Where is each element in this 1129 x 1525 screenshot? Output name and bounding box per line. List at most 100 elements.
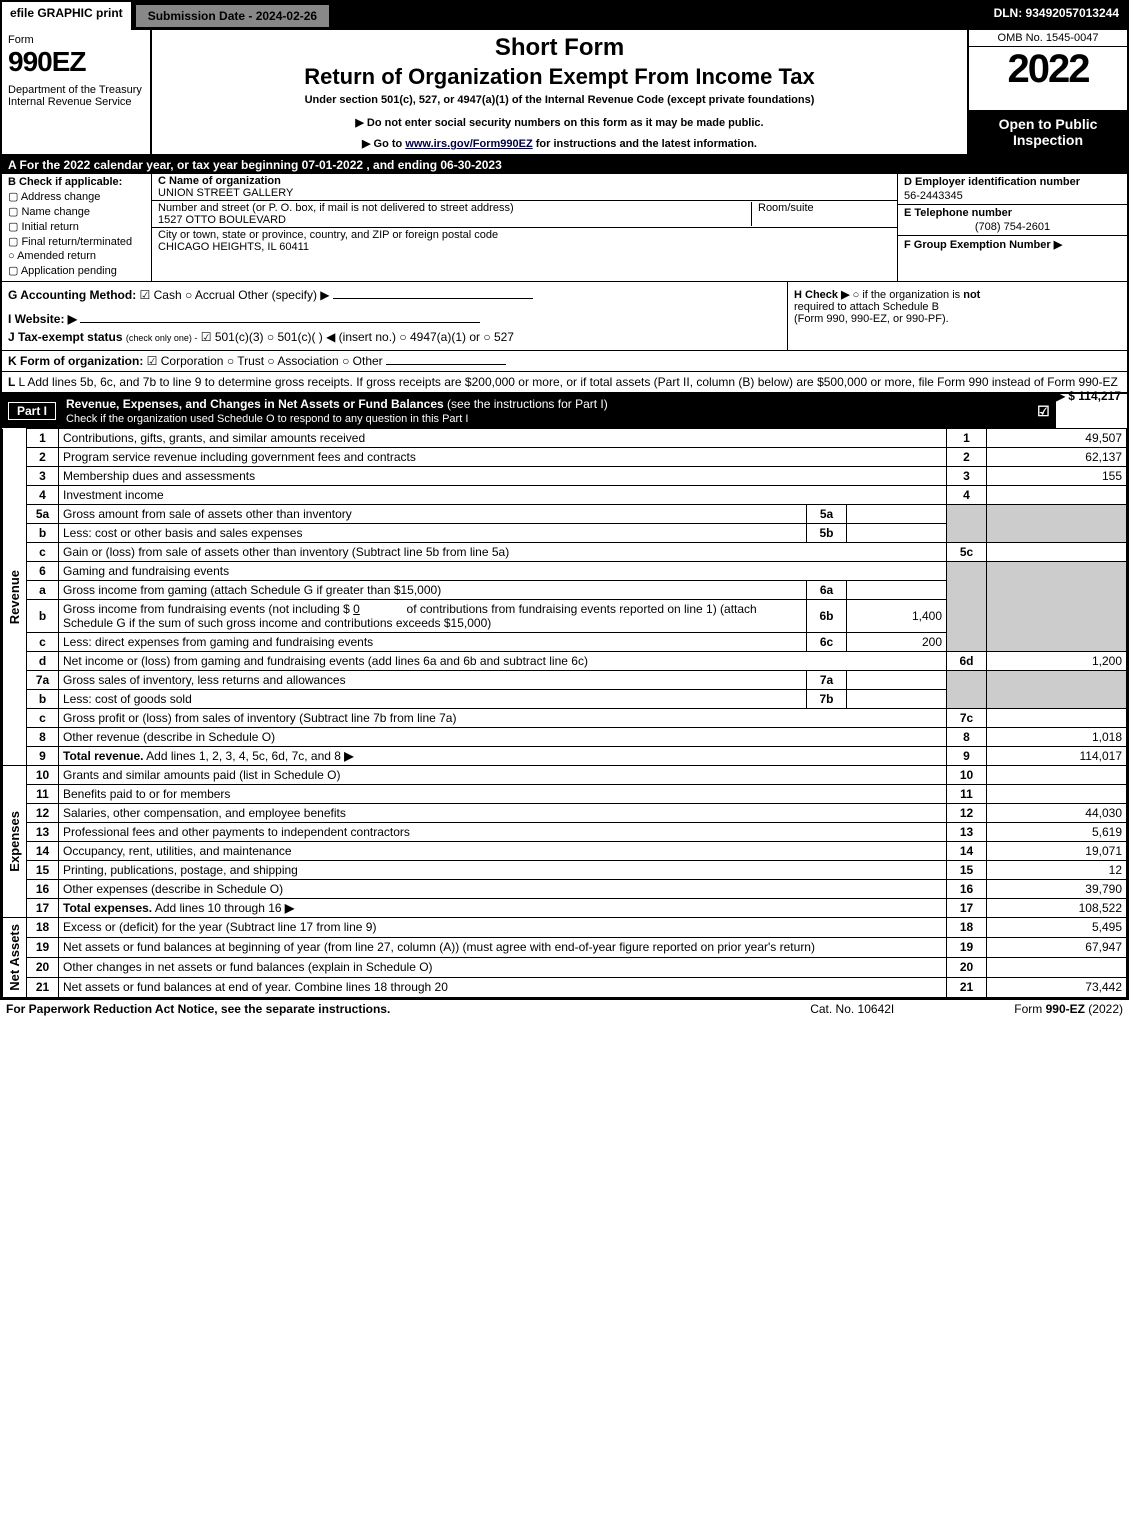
table-row: 12Salaries, other compensation, and empl… bbox=[3, 804, 1127, 823]
arrow-icon bbox=[341, 749, 354, 763]
open-inspection-badge: Open to Public Inspection bbox=[969, 110, 1127, 154]
table-row: 11Benefits paid to or for members11 bbox=[3, 785, 1127, 804]
table-row: 8 Other revenue (describe in Schedule O)… bbox=[3, 728, 1127, 747]
chk-trust[interactable]: Trust bbox=[227, 354, 264, 368]
chk-amended-return[interactable]: Amended return bbox=[8, 250, 96, 262]
ein-label: D Employer identification number bbox=[898, 175, 1127, 189]
other-org-blank[interactable] bbox=[386, 364, 506, 365]
column-c: C Name of organization UNION STREET GALL… bbox=[152, 174, 897, 281]
chk-4947[interactable]: 4947(a)(1) or bbox=[399, 330, 480, 344]
form-header: Form 990EZ Department of the Treasury In… bbox=[2, 30, 1127, 156]
table-row: d Net income or (loss) from gaming and f… bbox=[3, 652, 1127, 671]
chk-527[interactable]: 527 bbox=[483, 330, 514, 344]
table-row: 7a Gross sales of inventory, less return… bbox=[3, 671, 1127, 690]
website-blank[interactable] bbox=[80, 322, 480, 323]
chk-501c[interactable]: 501(c)( ) ◀ (insert no.) bbox=[267, 330, 396, 344]
h-text2: required to attach Schedule B bbox=[794, 301, 939, 313]
department-label: Department of the Treasury Internal Reve… bbox=[8, 84, 144, 108]
catalog-number: Cat. No. 10642I bbox=[810, 1002, 894, 1016]
form-container: efile GRAPHIC print Submission Date - 20… bbox=[0, 0, 1129, 1000]
h-section: H Check ▶ if the organization is not req… bbox=[787, 282, 1127, 350]
table-row: 21Net assets or fund balances at end of … bbox=[3, 977, 1127, 997]
table-row: 3 Membership dues and assessments 3 155 bbox=[3, 467, 1127, 486]
telephone-label: E Telephone number bbox=[898, 206, 1127, 220]
table-row: 15Printing, publications, postage, and s… bbox=[3, 861, 1127, 880]
table-row: 2 Program service revenue including gove… bbox=[3, 448, 1127, 467]
table-row: 19Net assets or fund balances at beginni… bbox=[3, 937, 1127, 957]
table-row: 4 Investment income 4 bbox=[3, 486, 1127, 505]
table-row: 17Total expenses. Add lines 10 through 1… bbox=[3, 899, 1127, 918]
short-form-title: Short Form bbox=[160, 34, 959, 62]
table-row: Expenses 10 Grants and similar amounts p… bbox=[3, 766, 1127, 785]
ssn-warning: ▶ Do not enter social security numbers o… bbox=[160, 116, 959, 129]
section-bcdef: B Check if applicable: Address change Na… bbox=[2, 174, 1127, 282]
table-row: c Gain or (loss) from sale of assets oth… bbox=[3, 543, 1127, 562]
header-right: OMB No. 1545-0047 2022 Open to Public In… bbox=[967, 30, 1127, 154]
l-amount: ▶ $ 114,217 bbox=[1056, 389, 1121, 403]
chk-association[interactable]: Association bbox=[267, 354, 338, 368]
other-specify-blank[interactable] bbox=[333, 298, 533, 299]
section-ghij: G Accounting Method: Cash Accrual Other … bbox=[2, 282, 1127, 351]
table-row: 6 Gaming and fundraising events bbox=[3, 562, 1127, 581]
netassets-section-label: Net Assets bbox=[7, 920, 22, 995]
h-text3: (Form 990, 990-EZ, or 990-PF). bbox=[794, 313, 949, 325]
part1-check-text: Check if the organization used Schedule … bbox=[66, 413, 468, 425]
chk-corporation[interactable]: Corporation bbox=[147, 354, 224, 368]
street-label: Number and street (or P. O. box, if mail… bbox=[158, 202, 751, 214]
expenses-section-label: Expenses bbox=[7, 807, 22, 876]
omb-number: OMB No. 1545-0047 bbox=[969, 30, 1127, 47]
irs-link[interactable]: www.irs.gov/Form990EZ bbox=[405, 138, 532, 150]
dln-number: DLN: 93492057013244 bbox=[986, 2, 1127, 30]
part1-label: Part I bbox=[8, 402, 56, 420]
h-label: H Check ▶ bbox=[794, 289, 850, 301]
part1-sub: (see the instructions for Part I) bbox=[447, 397, 608, 411]
header-left: Form 990EZ Department of the Treasury In… bbox=[2, 30, 152, 154]
form-number: 990EZ bbox=[8, 46, 144, 78]
chk-address-change[interactable]: Address change bbox=[8, 190, 145, 203]
column-def: D Employer identification number 56-2443… bbox=[897, 174, 1127, 281]
chk-initial-return[interactable]: Initial return bbox=[8, 220, 145, 233]
row-l: L L Add lines 5b, 6c, and 7b to line 9 t… bbox=[2, 372, 1127, 394]
page-footer: For Paperwork Reduction Act Notice, see … bbox=[0, 1000, 1129, 1018]
telephone-value: (708) 754-2601 bbox=[898, 220, 1127, 234]
table-row: 20Other changes in net assets or fund ba… bbox=[3, 957, 1127, 977]
table-row: 16Other expenses (describe in Schedule O… bbox=[3, 880, 1127, 899]
table-row: 9 Total revenue. Add lines 1, 2, 3, 4, 5… bbox=[3, 747, 1127, 766]
table-row: 14Occupancy, rent, utilities, and mainte… bbox=[3, 842, 1127, 861]
top-bar: efile GRAPHIC print Submission Date - 20… bbox=[2, 2, 1127, 30]
chk-name-change[interactable]: Name change bbox=[8, 205, 145, 218]
paperwork-notice: For Paperwork Reduction Act Notice, see … bbox=[6, 1002, 810, 1016]
g-label: G Accounting Method: bbox=[8, 288, 136, 302]
chk-application-pending[interactable]: Application pending bbox=[8, 264, 145, 277]
chk-cash[interactable]: Cash bbox=[140, 288, 182, 302]
header-center: Short Form Return of Organization Exempt… bbox=[152, 30, 967, 154]
form-label: Form bbox=[8, 34, 144, 46]
other-specify: Other (specify) ▶ bbox=[238, 288, 329, 302]
website-label: I Website: ▶ bbox=[8, 312, 77, 326]
part1-checkmark-icon: ☑ bbox=[1037, 403, 1050, 420]
table-row: 13Professional fees and other payments t… bbox=[3, 823, 1127, 842]
chk-accrual[interactable]: Accrual bbox=[185, 288, 235, 302]
row-a-tax-year: A For the 2022 calendar year, or tax yea… bbox=[2, 156, 1127, 174]
k-label: K Form of organization: bbox=[8, 354, 143, 368]
goto-instructions: ▶ Go to www.irs.gov/Form990EZ for instru… bbox=[160, 137, 959, 150]
h-not: not bbox=[963, 289, 980, 301]
b-header: B Check if applicable: bbox=[8, 176, 122, 188]
j-label: J Tax-exempt status bbox=[8, 330, 123, 344]
chk-501c3[interactable]: 501(c)(3) bbox=[201, 330, 264, 344]
h-checkbox[interactable] bbox=[853, 289, 863, 301]
chk-other-org[interactable]: Other bbox=[342, 354, 383, 368]
gh-left: G Accounting Method: Cash Accrual Other … bbox=[2, 282, 787, 350]
arrow-icon bbox=[282, 901, 295, 915]
efile file-print[interactable]: efile GRAPHIC print bbox=[2, 2, 133, 30]
j-sub: (check only one) - bbox=[126, 333, 198, 343]
l-text: L Add lines 5b, 6c, and 7b to line 9 to … bbox=[18, 375, 1117, 389]
org-name-value: UNION STREET GALLERY bbox=[158, 187, 293, 199]
submission-date: Submission Date - 2024-02-26 bbox=[135, 4, 330, 28]
part1-title: Revenue, Expenses, and Changes in Net As… bbox=[66, 397, 444, 411]
table-row: 5a Gross amount from sale of assets othe… bbox=[3, 505, 1127, 524]
tax-year: 2022 bbox=[969, 47, 1127, 110]
chk-final-return[interactable]: Final return/terminated bbox=[8, 235, 145, 248]
row-k: K Form of organization: Corporation Trus… bbox=[2, 351, 1127, 372]
column-b: B Check if applicable: Address change Na… bbox=[2, 174, 152, 281]
